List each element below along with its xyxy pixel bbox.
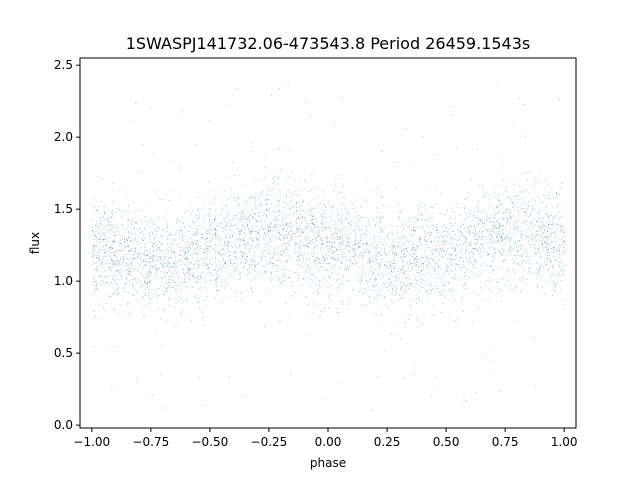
x-tick-label: −0.75 [132, 435, 169, 449]
x-tick-label: 0.00 [315, 435, 342, 449]
plot-frame [79, 57, 577, 429]
flux-points [91, 82, 565, 411]
y-tick-label: 0.0 [54, 418, 73, 432]
y-tick-label: 2.5 [54, 58, 73, 72]
x-tick-label: −1.00 [73, 435, 110, 449]
x-tick-label: 0.75 [492, 435, 519, 449]
data-points [91, 82, 565, 411]
x-axis: −1.00 −0.75 −0.50 −0.25 0.00 0.25 0.50 0.75 1.00 [73, 428, 578, 449]
y-tick-label: 2.0 [54, 130, 73, 144]
y-tick-label: 1.5 [54, 202, 73, 216]
x-tick-label: 1.00 [551, 435, 578, 449]
x-axis-label: phase [310, 456, 346, 470]
chart-title: 1SWASPJ141732.06-473543.8 Period 26459.1… [126, 34, 531, 53]
y-axis: 0.0 0.5 1.0 1.5 2.0 2.5 [54, 58, 80, 432]
x-tick-label: −0.50 [192, 435, 229, 449]
x-tick-label: 0.25 [374, 435, 401, 449]
x-tick-label: −0.25 [251, 435, 288, 449]
x-tick-label: 0.50 [433, 435, 460, 449]
y-tick-label: 1.0 [54, 274, 73, 288]
y-axis-label: flux [28, 232, 42, 254]
y-tick-label: 0.5 [54, 346, 73, 360]
